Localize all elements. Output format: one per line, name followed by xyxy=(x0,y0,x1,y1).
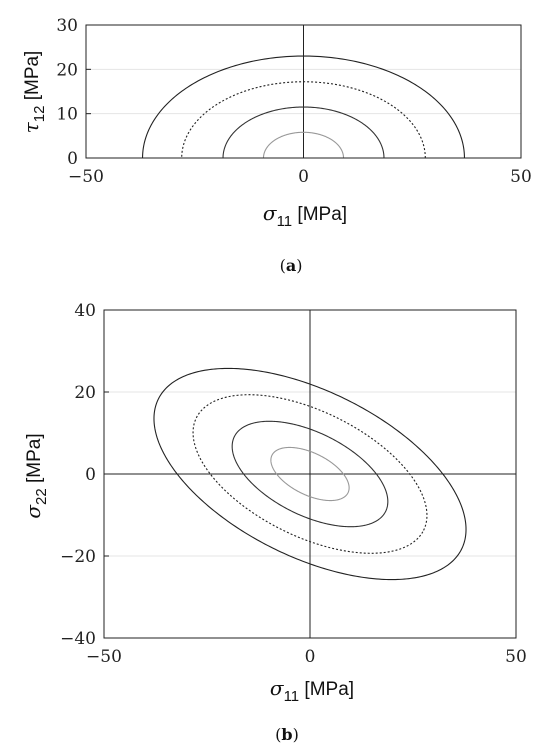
contour-line-2 xyxy=(192,394,428,554)
y-tick-label: 0 xyxy=(67,149,78,169)
panel-a-y-axis-label: τ12 [MPa] xyxy=(19,51,48,134)
y-tick-label: 20 xyxy=(74,383,96,403)
panel-b-y-axis-label: σ22 [MPa] xyxy=(21,433,50,518)
panel-b-x-ticks: −50 0 50 xyxy=(86,633,527,667)
contour-line-4 xyxy=(262,131,345,159)
panel-a-series xyxy=(142,55,465,159)
y-tick-label: 30 xyxy=(56,16,78,36)
y-tick-label: 10 xyxy=(56,105,78,125)
x-tick-label: 0 xyxy=(305,647,316,667)
x-tick-label: 50 xyxy=(510,167,532,187)
panel-a-x-axis-label: σ11 [MPa] xyxy=(263,201,347,230)
y-tick-label: 0 xyxy=(85,465,96,485)
panel-b-x-axis-label: σ11 [MPa] xyxy=(270,676,354,705)
x-tick-label: −50 xyxy=(68,167,104,187)
y-tick-label: 20 xyxy=(56,60,78,80)
contour-line-1 xyxy=(142,55,465,159)
y-tick-label: 40 xyxy=(74,301,96,321)
panel-b-series xyxy=(153,367,467,581)
y-tick-label: −40 xyxy=(60,629,96,649)
x-tick-label: 50 xyxy=(505,647,527,667)
y-tick-label: −20 xyxy=(60,547,96,567)
contour-line-1 xyxy=(153,367,467,581)
contour-line-3 xyxy=(222,106,385,159)
panel-b-y-ticks: −40 −20 0 20 40 xyxy=(60,301,109,649)
panel-a-y-ticks: 0 10 20 30 xyxy=(56,16,91,169)
contour-line-3 xyxy=(231,420,389,528)
panel-b: −50 0 50 −40 −20 0 20 40 σ11 [MPa] σ22 [MPa] (… xyxy=(21,301,527,744)
contour-line-2 xyxy=(181,81,426,159)
x-tick-label: 0 xyxy=(298,167,309,187)
panel-b-caption: (b) xyxy=(275,725,299,744)
panel-a-caption: (a) xyxy=(280,256,303,275)
panel-a-x-ticks: −50 0 50 xyxy=(68,153,532,187)
x-tick-label: −50 xyxy=(86,647,122,667)
contour-line-4 xyxy=(270,446,350,502)
panel-b-reference-lines xyxy=(104,310,516,638)
